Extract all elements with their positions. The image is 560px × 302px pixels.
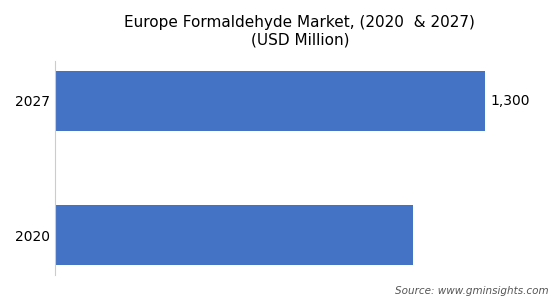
Text: 1,300: 1,300 [491, 94, 530, 108]
Text: Source: www.gminsights.com: Source: www.gminsights.com [395, 286, 549, 296]
Bar [55, 205, 413, 265]
Title: Europe Formaldehyde Market, (2020  & 2027)
(USD Million): Europe Formaldehyde Market, (2020 & 2027… [124, 15, 475, 47]
Bar [55, 71, 486, 131]
